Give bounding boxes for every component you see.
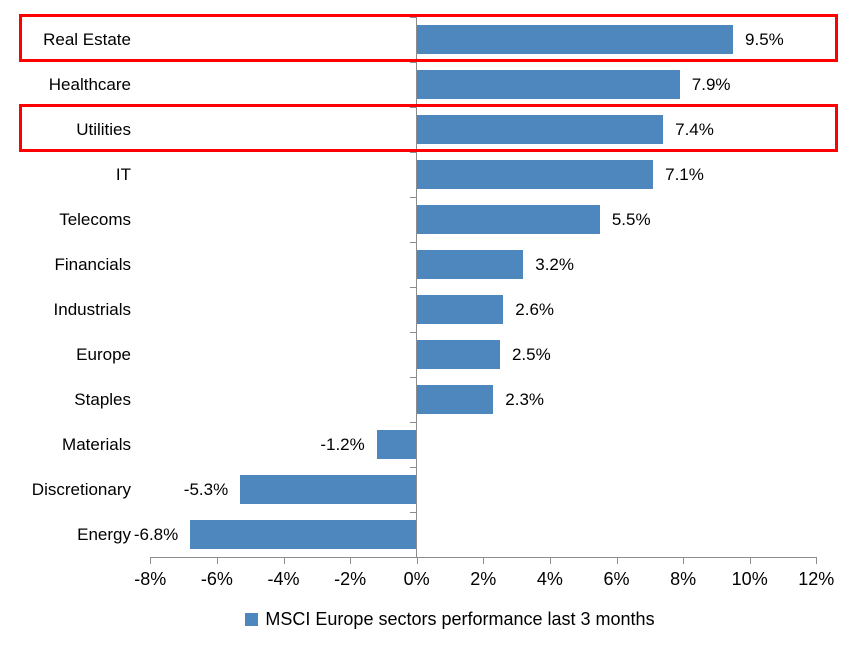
value-axis-tick-label: 0% (403, 568, 430, 589)
bar (416, 69, 680, 99)
value-axis-tick-label: -4% (267, 568, 300, 589)
value-axis-tick (549, 556, 551, 564)
category-label: Materials (62, 434, 131, 454)
value-label: 3.2% (535, 254, 574, 274)
bar (416, 204, 600, 234)
value-axis-tick-label: 4% (536, 568, 563, 589)
value-axis-tick-label: 12% (798, 568, 835, 589)
value-label: 9.5% (745, 29, 784, 49)
category-label: Energy (77, 524, 131, 544)
value-label: 7.1% (665, 164, 704, 184)
category-axis-line (415, 16, 417, 557)
category-label: Industrials (53, 299, 131, 319)
value-label: 2.6% (515, 299, 555, 319)
value-label: 5.5% (611, 209, 651, 229)
value-axis-tick (350, 556, 352, 564)
value-axis-tick (416, 556, 418, 564)
value-label: -5.3% (183, 479, 229, 499)
bar (416, 114, 664, 144)
category-label: Staples (74, 389, 131, 409)
category-label: Real Estate (43, 29, 131, 49)
bar (416, 159, 654, 189)
category-label: Financials (54, 254, 131, 274)
value-axis-tick (283, 556, 285, 564)
category-axis-tick (409, 511, 416, 513)
value-axis-tick (683, 556, 685, 564)
category-axis-tick (409, 331, 416, 333)
highlight-box-utilities (19, 104, 838, 152)
bar (416, 249, 524, 279)
value-axis-tick (816, 556, 818, 564)
category-axis-tick (409, 286, 416, 288)
bar (416, 24, 734, 54)
value-axis-tick-label: 6% (603, 568, 630, 589)
category-axis-tick (409, 241, 416, 243)
category-axis-tick (409, 16, 416, 18)
category-label: Europe (76, 344, 131, 364)
value-label: -6.8% (133, 524, 179, 544)
category-label: Healthcare (48, 74, 131, 94)
legend: MSCI Europe sectors performance last 3 m… (24, 608, 852, 630)
legend-swatch (245, 612, 259, 626)
category-axis-tick (409, 196, 416, 198)
value-axis-tick (749, 556, 751, 564)
value-label: 7.4% (675, 119, 714, 139)
category-axis-tick (409, 151, 416, 153)
category-axis-tick (409, 421, 416, 423)
value-axis-tick-label: -6% (200, 568, 233, 589)
category-axis-tick (409, 376, 416, 378)
value-axis-tick (150, 556, 152, 564)
bar (416, 294, 504, 324)
value-label: 7.9% (691, 74, 731, 94)
value-axis-tick (483, 556, 485, 564)
category-axis-tick (409, 61, 416, 63)
bar (416, 339, 500, 369)
value-axis-tick-label: 10% (731, 568, 768, 589)
category-axis-tick (409, 466, 416, 468)
value-label: -1.2% (320, 434, 365, 454)
value-axis-tick-label: 8% (670, 568, 697, 589)
value-axis-tick-label: -2% (334, 568, 367, 589)
category-label: Utilities (76, 119, 131, 139)
category-label: Discretionary (31, 479, 131, 499)
category-axis-tick (409, 106, 416, 108)
bar (240, 474, 417, 504)
bar (376, 429, 417, 459)
value-axis-tick (616, 556, 618, 564)
legend-label: MSCI Europe sectors performance last 3 m… (265, 609, 655, 629)
highlight-box-real-estate (19, 14, 838, 62)
value-axis-tick-label: 2% (470, 568, 497, 589)
value-label: 2.5% (511, 344, 551, 364)
bar (416, 384, 494, 414)
value-axis-tick (216, 556, 218, 564)
value-label: 2.3% (505, 389, 545, 409)
value-axis-tick-label: -8% (134, 568, 167, 589)
category-label: IT (115, 164, 131, 184)
bar (190, 519, 417, 549)
category-label: Telecoms (59, 209, 131, 229)
